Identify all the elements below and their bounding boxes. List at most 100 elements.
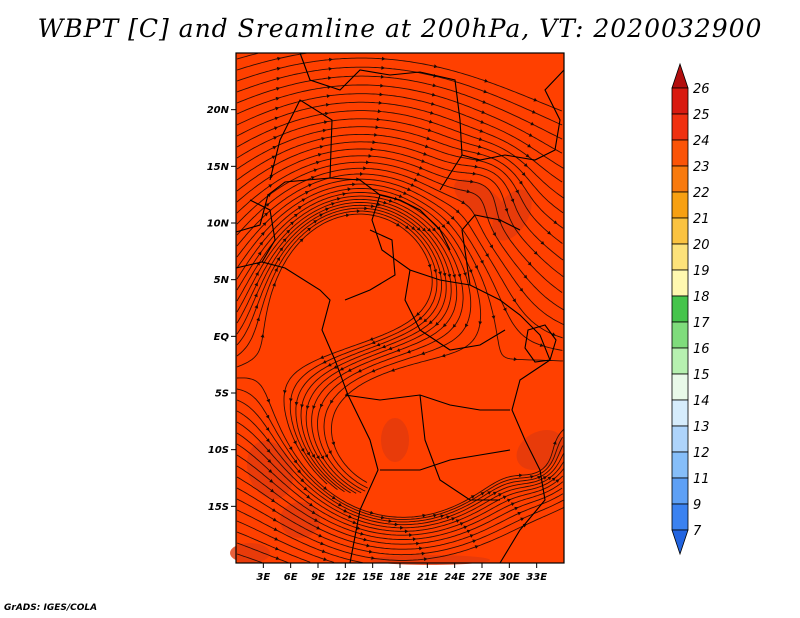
streamline-31	[236, 399, 564, 523]
streamline-arrow	[275, 546, 279, 551]
streamline-arrow	[339, 367, 344, 371]
streamline-arrow	[430, 102, 435, 106]
streamline-arrow	[527, 261, 532, 266]
streamline-arrow	[376, 342, 381, 347]
streamline-arrow	[326, 94, 331, 98]
streamline-arrow	[446, 515, 451, 520]
streamline-arrow	[299, 238, 304, 243]
streamline-arrow	[315, 160, 320, 165]
colorbar-cell	[671, 217, 689, 245]
streamline-arrow	[311, 176, 315, 180]
streamline-arrow	[268, 469, 273, 473]
border-line-6	[404, 269, 506, 351]
streamline-arrow	[306, 494, 311, 499]
streamline-arrow	[388, 198, 393, 203]
streamline-arrow	[474, 265, 478, 270]
streamline-arrow	[510, 198, 515, 203]
streamline-arrow	[489, 244, 493, 249]
streamline-arrow	[279, 247, 283, 252]
streamline-arrow	[289, 398, 293, 402]
streamline-arrow	[459, 522, 464, 526]
streamline-arrow	[450, 216, 455, 220]
streamline-arrow	[329, 57, 333, 62]
streamline-arrow	[328, 450, 332, 455]
streamline-arrow	[528, 133, 533, 137]
streamline-arrow	[416, 312, 420, 316]
streamline-35	[236, 443, 564, 536]
wbpt-patch-6	[492, 189, 532, 241]
streamline-arrow	[469, 534, 474, 538]
streamline-arrow	[272, 517, 277, 522]
streamline-5	[236, 84, 563, 154]
streamline-arrow	[518, 180, 523, 185]
streamline-arrow	[368, 549, 373, 554]
streamline-33	[236, 421, 564, 529]
streamline-arrow	[405, 225, 409, 229]
streamline-arrow	[482, 100, 487, 104]
streamline-arrow	[492, 491, 497, 496]
streamline-arrow	[265, 203, 270, 207]
streamline-arrow	[530, 475, 534, 479]
streamline-arrow	[381, 56, 386, 61]
border-line-9	[461, 69, 565, 161]
streamline-arrow	[357, 368, 362, 373]
colorbar-label: 11	[693, 472, 710, 487]
streamline-arrow	[320, 455, 324, 460]
colorbar-cell	[671, 373, 689, 401]
streamline-arrow	[547, 230, 552, 235]
streamline-arrow	[468, 269, 473, 274]
streamline-arrow	[533, 97, 538, 102]
lat-tick-label: 10N	[207, 219, 230, 230]
streamline-arrow	[374, 133, 378, 137]
lon-tick-label: 6E	[284, 572, 298, 583]
streamline-arrow	[423, 557, 428, 562]
streamline-arrow	[463, 272, 467, 277]
streamline-34	[236, 432, 565, 532]
streamline-arrow	[537, 476, 542, 480]
colorbar-cell	[671, 321, 689, 349]
streamline-3	[236, 66, 563, 126]
streamline-arrow	[321, 137, 326, 141]
streamline-37	[236, 465, 563, 545]
streamline-arrow	[523, 163, 528, 167]
lat-tick-label: 5S	[215, 389, 229, 400]
colorbar-cell	[671, 269, 689, 297]
streamline-32	[236, 410, 565, 526]
streamline-arrow	[303, 486, 308, 491]
streamline-12	[236, 141, 564, 261]
streamline-arrow	[363, 166, 367, 171]
streamline-arrow	[390, 368, 395, 372]
streamline-arrow	[451, 517, 456, 521]
streamline-arrow	[305, 405, 310, 410]
streamline-arrow	[403, 191, 408, 195]
streamline-arrow	[313, 168, 318, 173]
streamline-arrow	[255, 271, 259, 276]
streamline-arrow	[276, 66, 281, 71]
streamline-arrow	[512, 298, 516, 303]
streamline-arrow	[398, 194, 403, 198]
streamline-arrow	[254, 293, 258, 298]
streamline-arrow	[523, 274, 528, 279]
streamline-arrow	[268, 184, 273, 188]
streamline-arrow	[312, 405, 316, 410]
streamline-arrow	[519, 287, 524, 292]
streamline-arrow	[433, 269, 438, 274]
colorbar-label: 17	[693, 316, 710, 331]
streamline-arrow	[433, 513, 437, 518]
streamline-arrow	[274, 116, 279, 121]
streamline-arrow	[379, 92, 384, 97]
colorbar-label: 15	[693, 368, 710, 383]
streamline-arrow	[331, 495, 336, 500]
streamline-arrow	[269, 174, 274, 179]
colorbar-label: 13	[693, 420, 710, 435]
streamline-arrow	[466, 529, 471, 534]
streamline-arrow	[372, 140, 377, 145]
streamline-arrow	[478, 144, 482, 149]
lon-tick-label: 3E	[256, 572, 270, 583]
streamline-arrow	[519, 473, 523, 478]
streamline-arrow	[276, 257, 280, 261]
streamline-30	[236, 388, 563, 520]
streamline-arrow	[274, 267, 278, 272]
streamline-arrow	[275, 96, 280, 101]
lon-tick-label: 9E	[311, 572, 325, 583]
